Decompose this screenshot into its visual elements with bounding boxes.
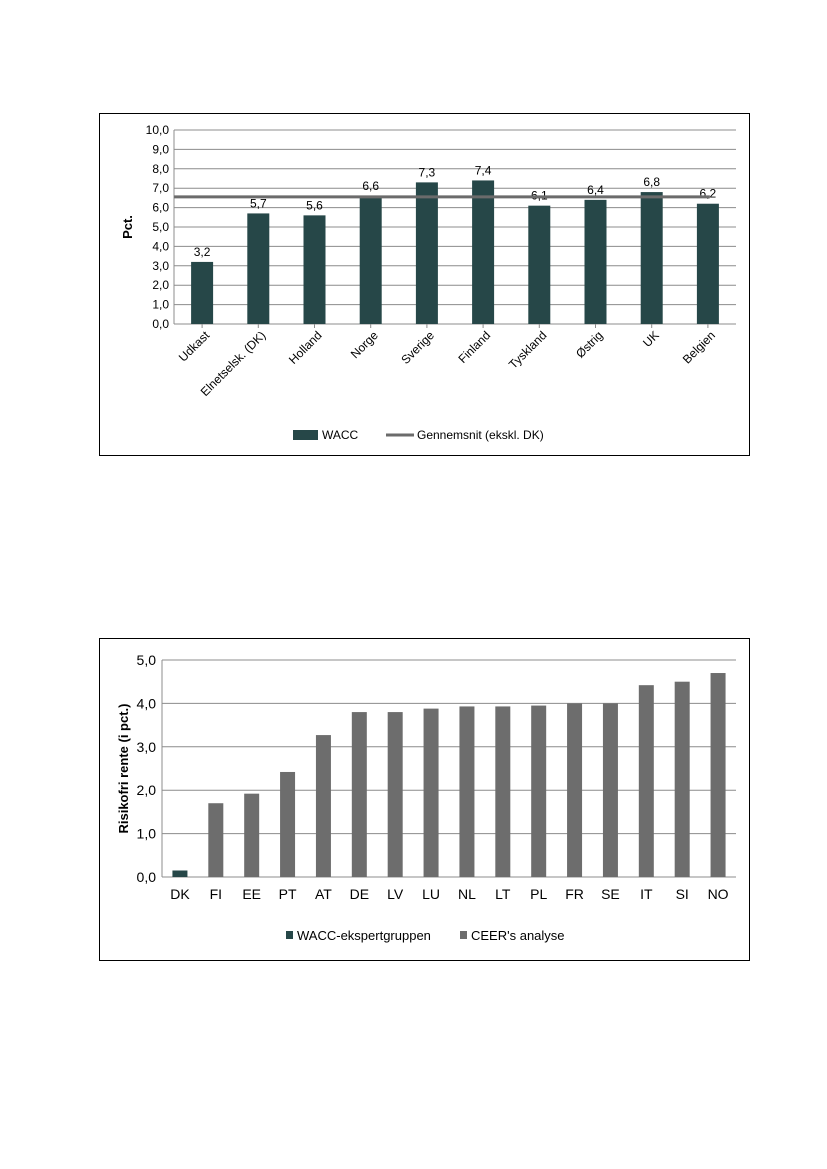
x-tick-label: PL [530,886,547,902]
y-tick-label: 4,0 [137,695,157,711]
x-tick-label: Tyskland [506,328,549,371]
bar [387,712,403,877]
wacc-chart: 0,0 1,0 2,0 3,0 4,0 5,0 6,0 7,0 8,0 9,0 10,0 3,2 5,7… [99,113,750,456]
x-tick-label: DE [350,886,369,902]
x-tick-label: AT [315,886,332,902]
bar [351,712,367,877]
bar [423,708,439,877]
x-tick-label: UK [640,328,662,350]
x-tick-label: EE [242,886,261,902]
x-tick-label: LV [387,886,404,902]
data-label: 5,6 [306,198,323,212]
y-tick-label: 10,0 [146,123,170,137]
bar [459,706,475,877]
x-tick-label: NL [458,886,476,902]
bar [640,192,663,324]
legend-swatch-wacc-ekspertgruppen [286,931,293,939]
x-tick-label: LU [422,886,440,902]
x-tick-label: LT [495,886,511,902]
wacc-chart-svg: 0,0 1,0 2,0 3,0 4,0 5,0 6,0 7,0 8,0 9,0 10,0 3,2 5,7… [120,123,736,442]
legend-label-wacc: WACC [322,428,359,442]
risk-free-rate-chart-svg: 0,0 1,0 2,0 3,0 4,0 5,0 DK FI EE PT AT DE LV LU NL LT PL… [116,652,736,943]
bar [280,771,296,877]
x-tick-label: Finland [455,328,493,366]
y-tick-label: 2,0 [152,278,169,292]
bar [696,203,719,324]
y-tick-label: 5,0 [137,652,157,668]
legend-label-ceer: CEER's analyse [471,928,565,943]
x-tick-label: FI [210,886,222,902]
legend-label-wacc-ekspertgruppen: WACC-ekspertgruppen [297,928,431,943]
bar [531,705,547,877]
y-tick-label: 9,0 [152,142,169,156]
legend-swatch-ceer [460,931,467,939]
bar [191,261,214,324]
bar [710,673,726,877]
x-tick-label: NO [708,886,729,902]
y-axis-title: Risikofri rente (i pct.) [116,703,131,833]
data-label: 6,8 [643,175,660,189]
data-label: 6,2 [700,187,717,201]
data-label: 3,2 [194,245,211,259]
bar [495,706,511,877]
y-tick-label: 3,0 [152,259,169,273]
x-tick-label: Udkast [176,328,213,365]
x-tick-label: Belgien [680,328,718,366]
x-tick-label: SI [676,886,689,902]
bar [602,703,618,877]
bar [303,215,326,324]
bar [415,182,438,324]
bar [359,195,382,324]
y-tick-label: 3,0 [137,739,157,755]
y-tick-label: 4,0 [152,239,169,253]
x-tick-label: Østrig [573,328,606,361]
legend-label-average: Gennemsnit (ekskl. DK) [417,428,544,442]
bar [247,213,270,324]
x-tick-label: Norge [348,328,381,361]
x-tick-label: DK [170,886,190,902]
x-tick-label: PT [279,886,297,902]
bar [674,681,690,877]
y-tick-label: 1,0 [137,826,157,842]
x-tick-label: Holland [286,328,325,367]
y-tick-label: 2,0 [137,782,157,798]
legend-swatch-wacc [293,430,318,440]
bar [172,870,188,877]
y-tick-label: 5,0 [152,220,169,234]
data-label: 6,4 [587,183,604,197]
data-label: 7,3 [419,165,436,179]
x-tick-label: Sverige [398,328,437,367]
data-label: 5,7 [250,196,267,210]
y-tick-label: 8,0 [152,162,169,176]
bar [315,735,331,877]
bar [208,803,224,877]
data-label: 6,6 [362,179,379,193]
x-tick-label: SE [601,886,620,902]
y-tick-label: 0,0 [137,869,157,885]
data-label: 7,4 [475,163,492,177]
x-tick-label: FR [565,886,584,902]
y-tick-label: 6,0 [152,201,169,215]
bar [638,685,654,877]
bar [528,205,551,324]
y-tick-label: 7,0 [152,181,169,195]
bar [567,703,583,877]
x-tick-label: IT [640,886,653,902]
bar [472,180,495,324]
y-tick-label: 1,0 [152,298,169,312]
bar [584,199,607,324]
y-tick-label: 0,0 [152,317,169,331]
risk-free-rate-chart: 0,0 1,0 2,0 3,0 4,0 5,0 DK FI EE PT AT DE LV LU NL LT PL… [99,638,750,961]
bar [244,793,260,877]
y-axis-title: Pct. [120,215,135,239]
